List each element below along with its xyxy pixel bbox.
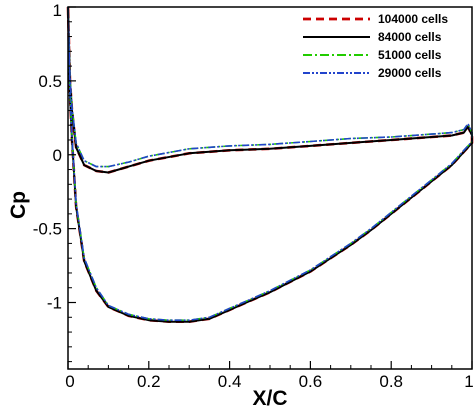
legend-label-0: 104000 cells [378,12,448,26]
y-tick-label-2: 0 [53,146,62,165]
y-tick-label-1: 0.5 [38,72,62,91]
x-tick-label-0: 0 [65,372,74,391]
legend: 104000 cells 84000 cells 51000 cells 29000 … [303,12,448,80]
y-tick-label-4: -1 [47,294,62,313]
y-tick-label-0: 1 [53,1,62,20]
legend-label-1: 84000 cells [378,30,442,44]
legend-label-2: 51000 cells [378,48,442,62]
x-tick-label-4: 0.8 [379,372,403,391]
tick-layer: 0 0.2 0.4 0.6 0.8 1 1 0.5 0 -0.5 -1 [33,1,474,391]
series-line-1 [67,6,473,323]
x-tick-label-3: 0.6 [299,372,323,391]
y-tick-label-3: -0.5 [33,220,62,239]
x-tick-label-1: 0.2 [137,372,161,391]
x-tick-label-2: 0.4 [218,372,242,391]
series-layer [66,6,474,323]
y-axis-title: Cp [7,191,30,219]
x-tick-label-5: 1 [464,372,473,391]
series-line-3 [67,6,473,321]
legend-label-3: 29000 cells [378,66,442,80]
x-axis-title: X/C [252,387,287,410]
